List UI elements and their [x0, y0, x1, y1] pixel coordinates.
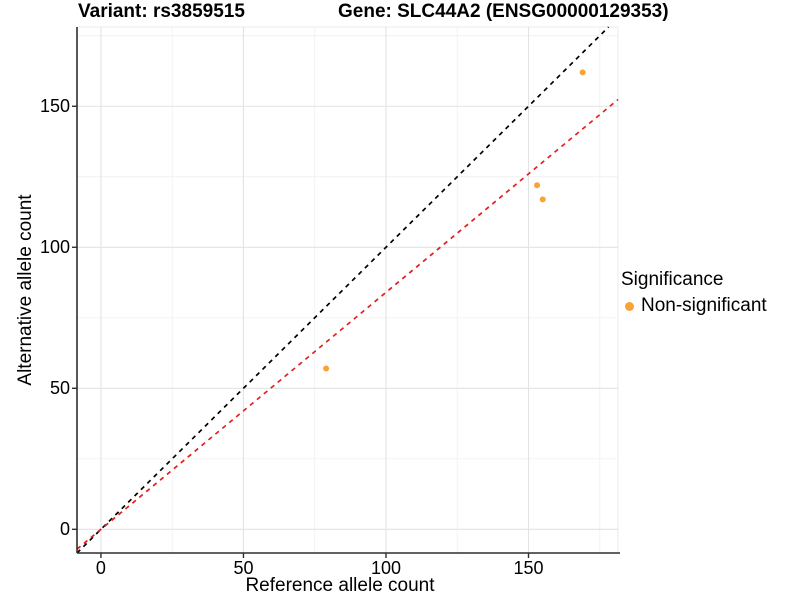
expected-ratio-line: [76, 98, 619, 550]
legend: Significance Non-significant: [618, 268, 800, 317]
data-point: [579, 69, 586, 76]
legend-item-label: Non-significant: [641, 295, 767, 316]
y-tick-label: 150: [39, 96, 70, 117]
legend-title: Significance: [621, 269, 724, 290]
variant-title: Variant: rs3859515: [78, 1, 245, 22]
x-tick-label: 0: [95, 558, 106, 578]
legend-item-non-significant: Non-significant: [618, 295, 800, 317]
x-tick-label: 50: [233, 558, 254, 578]
x-tick-label: 100: [370, 558, 401, 578]
gene-title: Gene: SLC44A2 (ENSG00000129353): [338, 1, 669, 22]
data-point: [539, 196, 546, 203]
y-tick-label: 0: [59, 519, 70, 540]
data-point: [323, 365, 330, 372]
non-significant-point-icon: [625, 301, 634, 311]
x-axis-title: Reference allele count: [245, 575, 435, 596]
data-point: [534, 182, 541, 189]
y-tick-label: 50: [49, 378, 70, 399]
y-tick-label: 100: [39, 237, 70, 258]
identity-line: [76, 26, 610, 554]
x-tick-label: 150: [513, 558, 544, 578]
y-axis-title: Alternative allele count: [15, 194, 36, 386]
